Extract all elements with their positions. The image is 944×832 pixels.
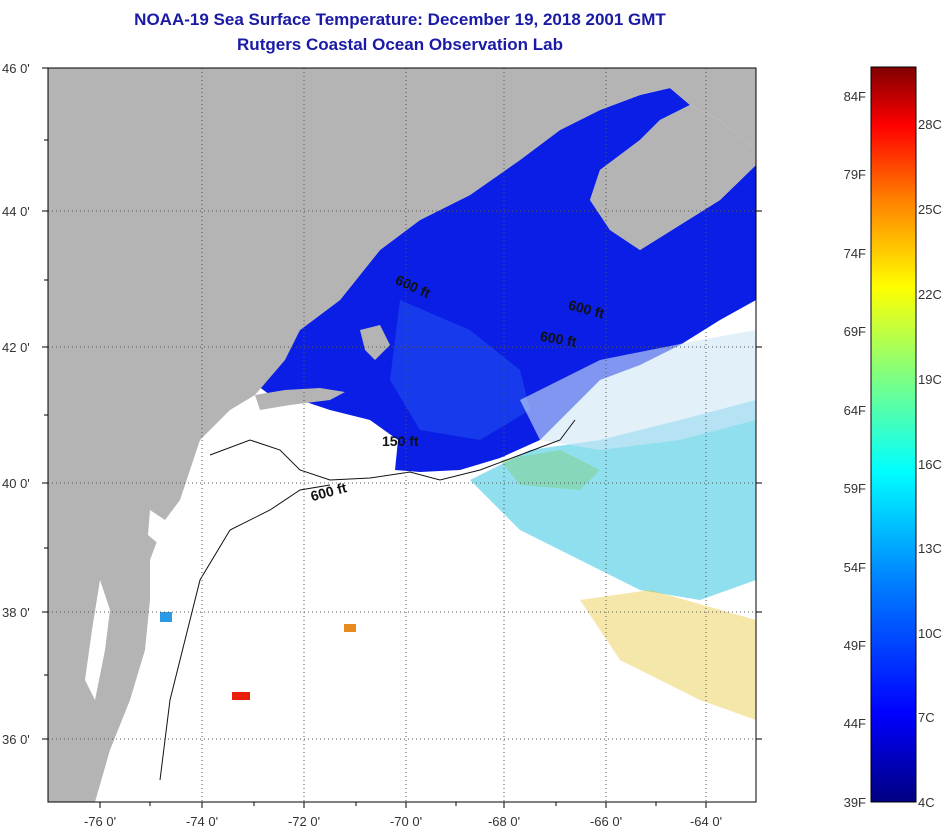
lon-label: -66 0' [590,814,622,829]
warm-spot-orange [344,624,356,632]
shelf-contour-line [159,484,331,781]
cyan-water-band [470,400,756,600]
land-cape-cod [360,325,390,360]
warm-spot-red [232,692,250,700]
colorbar-c-label: 7C [918,710,935,725]
coastal-contour-line [209,419,576,481]
green-water-band [500,450,600,490]
colorbar-f-label: 44F [844,716,866,731]
tick-marks [42,67,762,808]
chesapeake-bay [85,580,110,700]
cold-water-patch [390,300,530,440]
colorbar-c-label: 22C [918,287,942,302]
lat-label: 38 0' [2,605,30,620]
colorbar-c-label: 10C [918,626,942,641]
lon-label: -68 0' [488,814,520,829]
temperature-colorbar [870,66,917,803]
colorbar-c-label: 25C [918,202,942,217]
colorbar-f-label: 69F [844,324,866,339]
lat-label: 46 0' [2,61,30,76]
colorbar-c-label: 13C [918,541,942,556]
colorbar-f-label: 79F [844,167,866,182]
cloud-speckle-band [520,330,756,450]
lon-label: -64 0' [690,814,722,829]
colorbar-f-label: 54F [844,560,866,575]
lon-label: -72 0' [288,814,320,829]
land-nova-scotia [590,105,756,250]
map-subtitle: Rutgers Coastal Ocean Observation Lab [237,35,563,54]
delaware-bay [148,510,165,545]
lat-label: 40 0' [2,476,30,491]
cold-water-region [250,88,756,472]
colorbar-c-label: 28C [918,117,942,132]
colorbar-c-label: 16C [918,457,942,472]
colorbar-f-label: 64F [844,403,866,418]
lon-label: -70 0' [390,814,422,829]
colorbar-f-label: 39F [844,795,866,810]
lat-label: 42 0' [2,340,30,355]
land-mainland [48,68,756,802]
colorbar-f-label: 74F [844,246,866,261]
map-title: NOAA-19 Sea Surface Temperature: Decembe… [134,10,666,29]
map-frame [47,67,757,803]
lat-label: 44 0' [2,204,30,219]
lon-label: -76 0' [84,814,116,829]
colorbar-f-label: 59F [844,481,866,496]
land-long-island [255,388,345,410]
colorbar-c-label: 4C [918,795,935,810]
colorbar-f-label: 49F [844,638,866,653]
contour-label: 150 ft [382,433,419,449]
lat-label: 36 0' [2,732,30,747]
lon-label: -74 0' [186,814,218,829]
contour-label: 600 ft [539,328,578,350]
cool-spot-cyan [160,612,172,622]
colorbar-f-label: 84F [844,89,866,104]
yellow-water-band [580,590,756,720]
colorbar-c-label: 19C [918,372,942,387]
